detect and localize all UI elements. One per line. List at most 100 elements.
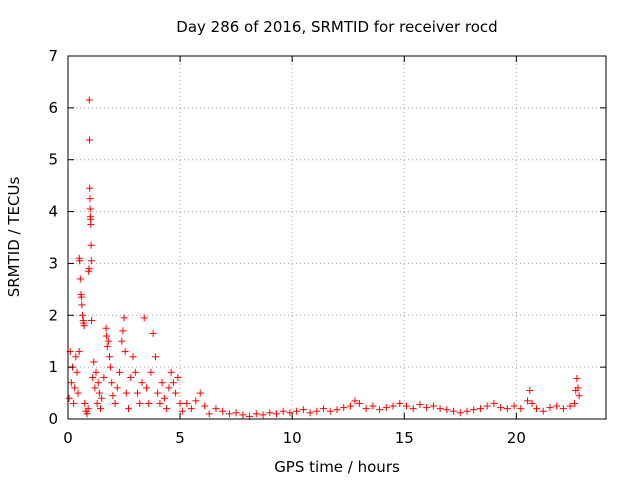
- data-point: [113, 384, 121, 392]
- data-point: [219, 407, 227, 415]
- data-point: [76, 257, 84, 265]
- data-point: [402, 402, 410, 410]
- data-point: [333, 406, 341, 414]
- data-point: [183, 399, 191, 407]
- x-axis-label: GPS time / hours: [274, 458, 400, 476]
- data-point: [90, 358, 98, 366]
- data-point: [172, 389, 180, 397]
- data-point: [84, 405, 92, 413]
- y-tick-label: 0: [48, 410, 58, 428]
- data-point: [76, 275, 84, 283]
- data-point: [85, 96, 93, 104]
- data-point: [526, 386, 534, 394]
- data-point: [86, 195, 94, 203]
- data-point: [70, 399, 78, 407]
- data-point: [78, 301, 86, 309]
- y-tick-label: 4: [48, 203, 58, 221]
- data-point: [98, 394, 106, 402]
- data-point: [95, 389, 103, 397]
- data-point: [201, 402, 209, 410]
- data-point: [169, 379, 177, 387]
- data-point: [65, 394, 73, 402]
- data-point: [566, 402, 574, 410]
- y-tick-label: 2: [48, 306, 58, 324]
- data-point: [67, 379, 75, 387]
- data-point: [187, 405, 195, 413]
- data-point: [111, 399, 119, 407]
- data-point: [225, 410, 233, 418]
- data-point: [156, 399, 164, 407]
- grid-lines: [68, 56, 606, 419]
- data-point: [79, 311, 87, 319]
- data-point: [416, 400, 424, 408]
- data-point: [306, 409, 314, 417]
- data-point: [103, 332, 111, 340]
- data-point: [87, 221, 95, 229]
- x-tick-label: 0: [63, 429, 73, 447]
- y-tick-label: 7: [48, 47, 58, 65]
- x-tick-label: 5: [175, 429, 185, 447]
- data-point: [160, 394, 168, 402]
- data-point: [313, 407, 321, 415]
- data-point: [176, 399, 184, 407]
- data-point: [252, 410, 260, 418]
- x-tick-label: 15: [395, 429, 414, 447]
- data-point: [167, 368, 175, 376]
- data-point: [490, 399, 498, 407]
- data-point: [293, 407, 301, 415]
- y-tick-label: 3: [48, 254, 58, 272]
- data-point: [140, 314, 148, 322]
- data-point: [423, 404, 431, 412]
- data-point: [109, 392, 117, 400]
- data-point: [158, 379, 166, 387]
- data-point: [87, 241, 95, 249]
- data-point: [142, 384, 150, 392]
- data-point: [107, 363, 115, 371]
- data-point: [149, 329, 157, 337]
- data-point: [571, 399, 579, 407]
- data-point: [127, 374, 135, 382]
- data-point: [138, 379, 146, 387]
- data-point: [575, 392, 583, 400]
- data-point: [133, 389, 141, 397]
- data-point: [122, 389, 130, 397]
- data-point: [559, 405, 567, 413]
- data-point: [463, 407, 471, 415]
- data-point: [165, 384, 173, 392]
- data-point: [131, 368, 139, 376]
- data-point: [539, 407, 547, 415]
- data-point: [436, 405, 444, 413]
- data-point: [239, 411, 247, 419]
- data-point: [524, 397, 532, 405]
- data-point: [396, 399, 404, 407]
- data-point: [232, 409, 240, 417]
- data-point: [91, 384, 99, 392]
- y-tick-label: 5: [48, 151, 58, 169]
- data-point: [125, 405, 133, 413]
- y-tick-label: 6: [48, 99, 58, 117]
- data-point: [80, 322, 88, 330]
- data-point: [382, 404, 390, 412]
- data-point: [72, 353, 80, 361]
- data-point: [174, 374, 182, 382]
- data-point: [104, 337, 112, 345]
- axis-ticks: 0 1 2 3 4 5 6 7 0 5 10 15 20: [48, 47, 606, 447]
- data-point: [192, 397, 200, 405]
- data-point: [105, 353, 113, 361]
- data-point: [259, 411, 267, 419]
- data-point: [178, 407, 186, 415]
- data-point: [409, 405, 417, 413]
- data-point: [97, 405, 105, 413]
- data-point: [119, 327, 127, 335]
- data-point: [362, 405, 370, 413]
- x-tick-label: 10: [283, 429, 302, 447]
- data-point: [443, 406, 451, 414]
- data-point: [92, 368, 100, 376]
- data-point: [389, 402, 397, 410]
- data-point: [212, 405, 220, 413]
- data-point: [483, 402, 491, 410]
- data-point: [299, 406, 307, 414]
- data-point: [145, 399, 153, 407]
- plot-frame: [67, 55, 607, 420]
- x-tick-label: 20: [507, 429, 526, 447]
